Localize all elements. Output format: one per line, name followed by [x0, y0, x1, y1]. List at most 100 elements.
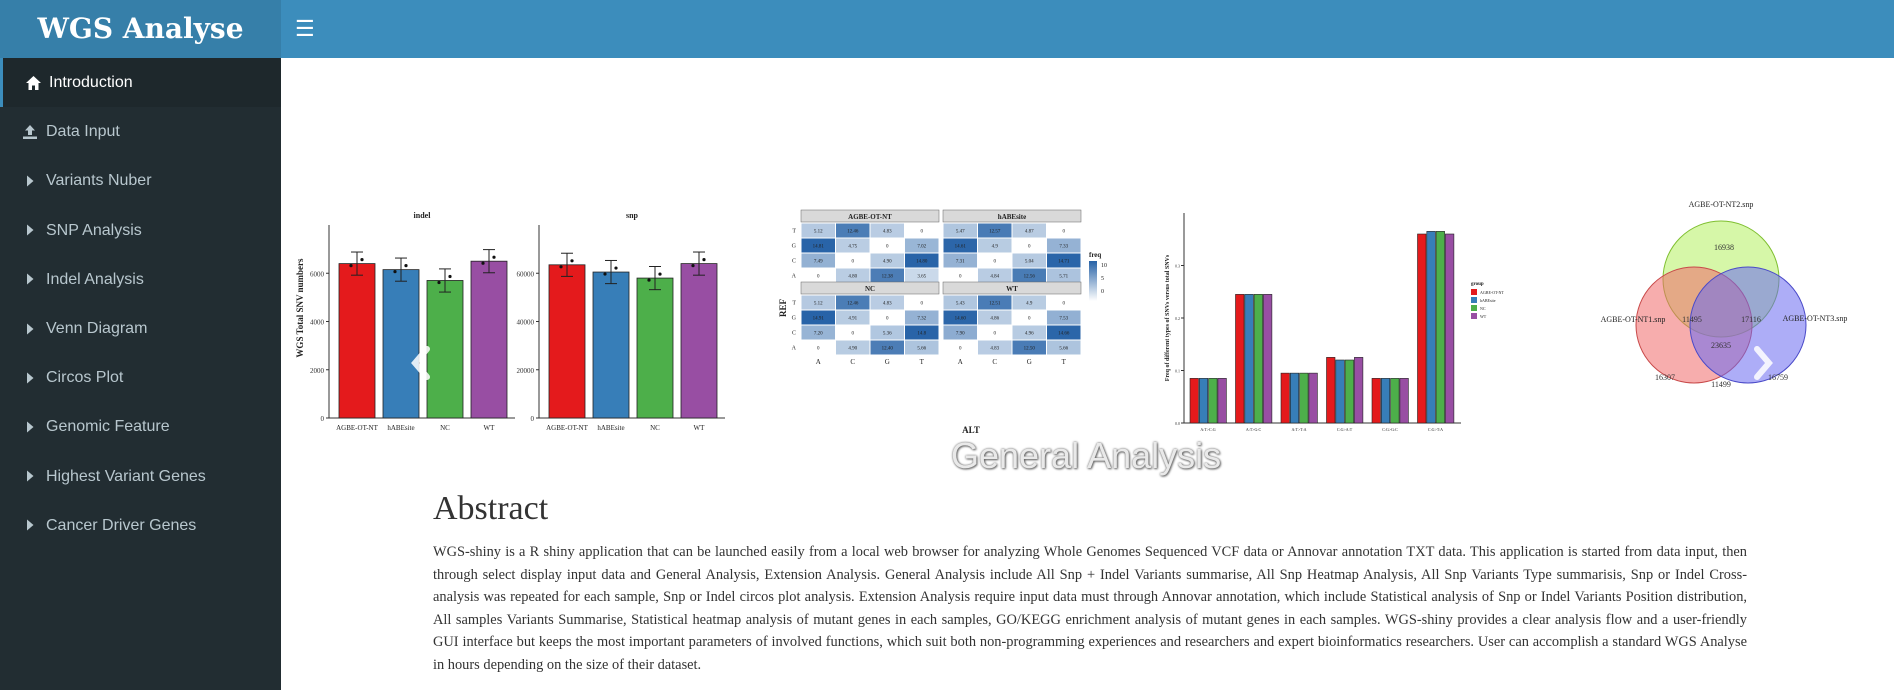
sidebar-item-highest-variant-genes[interactable]: Highest Variant Genes [0, 452, 281, 501]
heatmap-row-label: A [792, 346, 797, 352]
bar [470, 260, 508, 419]
app-title[interactable]: WGS Analyse [0, 0, 281, 58]
venn-diagram: AGBE-OT-NT2.snp AGBE-OT-NT1.snp AGBE-OT-NT… [1601, 200, 1848, 389]
heatmap-cell-value: 4.9 [992, 245, 999, 250]
heatmap-cell [1012, 310, 1046, 325]
bar [1235, 294, 1245, 424]
sidebar-item-venn-diagram[interactable]: Venn Diagram [0, 304, 281, 353]
carousel-images: WGS Total SNV numbers indel 0 2000 4000 6000 A… [295, 200, 1848, 435]
carousel-prev-icon[interactable] [407, 343, 435, 383]
abstract-text: WGS-shiny is a R shiny application that … [433, 544, 1747, 673]
heatmap-col-label: A [958, 358, 963, 366]
heatmap-cell [905, 295, 939, 310]
caret-right-icon [20, 156, 40, 205]
heatmap-col-label: C [992, 358, 997, 366]
bar [1289, 372, 1300, 424]
heatmap-cell-value: 7.20 [814, 332, 823, 337]
heatmap-cell-value: 14.66 [1058, 332, 1070, 337]
heatmap-ylabel: REF [778, 298, 788, 317]
heatmap-cell-value: 5.43 [956, 302, 965, 307]
sidebar-toggle-icon[interactable]: ☰ [295, 16, 315, 41]
heatmap-cell [836, 310, 870, 325]
caret-right-icon [20, 402, 40, 451]
heatmap-cell [870, 340, 904, 355]
bar [1244, 294, 1254, 424]
heatmap-cell-value: 14.8 [917, 332, 926, 337]
sidebar-item-snp-analysis[interactable]: SNP Analysis [0, 206, 281, 255]
heatmap-cell-value: 14.91 [813, 317, 825, 322]
x-tick-label: AGBE-OT-NT [546, 424, 588, 432]
bar [1381, 378, 1391, 424]
y-tick-label: 2000 [310, 367, 325, 375]
bar [1445, 233, 1455, 424]
heatmap-cell-value: 14.80 [916, 260, 928, 265]
data-point [559, 265, 563, 269]
heatmap-cell-value: 7.32 [917, 317, 926, 322]
sidebar-item-genomic-feature[interactable]: Genomic Feature [0, 402, 281, 451]
heatmap-cell [870, 238, 904, 253]
venn-value: 16938 [1714, 243, 1734, 252]
heatmap-cell [836, 253, 870, 268]
venn-label: AGBE-OT-NT3.snp [1783, 314, 1848, 323]
heatmap-legend-title: freq [1089, 251, 1101, 259]
caret-right-icon [20, 304, 40, 353]
sidebar-item-introduction[interactable]: Introduction [0, 58, 284, 107]
heatmap-col-label: G [1027, 358, 1032, 366]
bar [1399, 378, 1409, 424]
heatmap-cell-value: 5.36 [883, 332, 892, 337]
heatmap-cell [1012, 268, 1046, 283]
sidebar-item-indel-analysis[interactable]: Indel Analysis [0, 255, 281, 304]
data-point [404, 264, 408, 268]
heatmap-legend-tick: 5 [1101, 276, 1104, 282]
y-tick-label: 0 [531, 415, 535, 423]
heatmap-cell [1047, 325, 1081, 340]
venn-value: 11495 [1682, 315, 1702, 324]
abstract-heading: Abstract [433, 490, 549, 527]
sidebar-item-variants-nuber[interactable]: Variants Nuber [0, 156, 281, 205]
heatmap-cell-value: 0 [1063, 230, 1066, 235]
x-tick-label: NC [440, 424, 450, 432]
bar [1263, 294, 1273, 424]
bar [1354, 357, 1364, 424]
bar-panel-snp: snp 0 20000 40000 60000 AGBE-OT-NT hABEsite NC W… [517, 211, 725, 432]
data-point [658, 272, 662, 276]
heatmap-row-label: G [792, 316, 797, 322]
heatmap-cell-value: 12.46 [847, 302, 859, 307]
bar [680, 263, 718, 419]
bar [1335, 359, 1345, 424]
heatmap-cell-value: 7.31 [956, 260, 965, 265]
heatmap-cell [1047, 223, 1081, 238]
heatmap-cell [905, 223, 939, 238]
legend-label: NC [1480, 306, 1486, 311]
sidebar-item-label: Introduction [49, 74, 133, 91]
heatmap-cell [801, 325, 835, 340]
heatmap-cell [943, 223, 977, 238]
facet-strip [942, 281, 1082, 295]
heatmap-cell-value: 4.83 [883, 302, 892, 307]
caret-right-icon [20, 353, 40, 402]
sidebar-item-data-input[interactable]: Data Input [0, 107, 281, 156]
heatmap-cell [943, 238, 977, 253]
carousel: WGS Total SNV numbers indel 0 2000 4000 6000 A… [281, 143, 1894, 476]
bar [1417, 233, 1427, 424]
heatmap-legend-bar [1089, 261, 1097, 301]
facet-strip [800, 209, 940, 223]
sidebar-item-label: Venn Diagram [46, 320, 148, 337]
heatmap-cell [905, 268, 939, 283]
bar [1371, 378, 1381, 424]
facet-strip [942, 209, 1082, 223]
snv-type-ylabel: Freq of different types of SNVs versus t… [1165, 254, 1171, 381]
legend-swatch [1471, 313, 1477, 319]
carousel-next-icon[interactable] [1749, 343, 1777, 383]
sidebar-item-cancer-driver-genes[interactable]: Cancer Driver Genes [0, 501, 281, 550]
heatmap-cell-value: 12.46 [847, 230, 859, 235]
heatmap-cell-value: 7.02 [917, 245, 926, 250]
heatmap-cell-value: 0 [994, 260, 997, 265]
heatmap-cell-value: 5.04 [1025, 260, 1034, 265]
venn-label: AGBE-OT-NT1.snp [1601, 315, 1666, 324]
heatmap-cell [836, 223, 870, 238]
heatmap-cell-value: 0 [852, 260, 855, 265]
legend-label: hABEsite [1480, 298, 1496, 303]
data-point [647, 278, 651, 282]
sidebar-item-circos-plot[interactable]: Circos Plot [0, 353, 281, 402]
